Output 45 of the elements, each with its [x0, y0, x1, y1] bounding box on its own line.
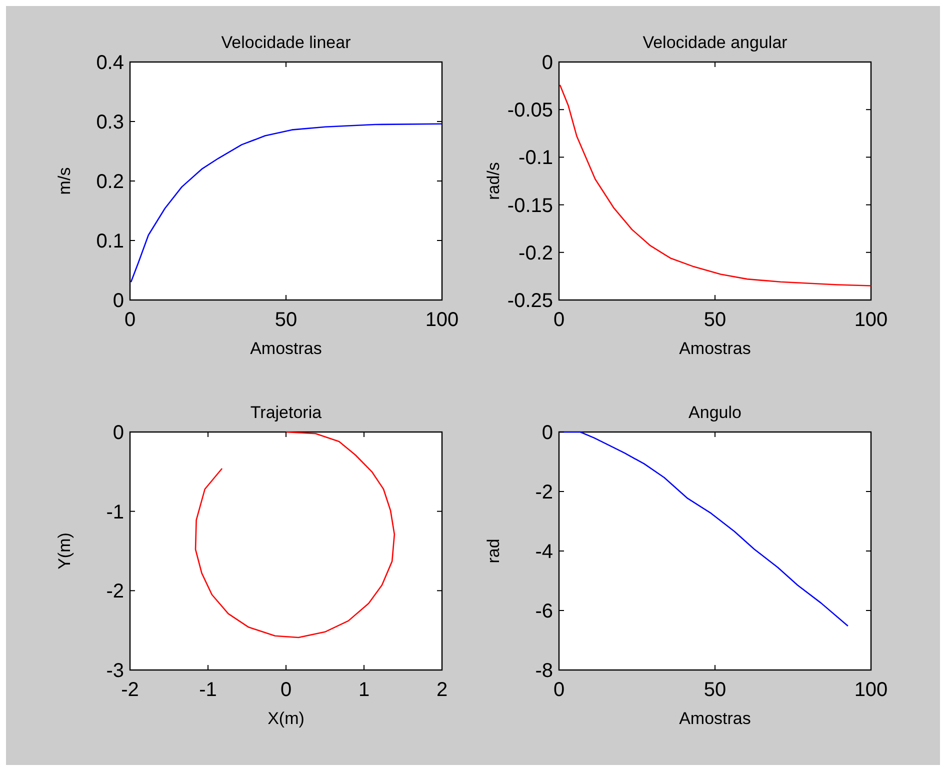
chart-title: Trajetoria	[250, 403, 322, 422]
x-tick-label: 2	[436, 679, 448, 701]
y-tick-label: -6	[535, 600, 553, 622]
x-tick-label: -1	[199, 679, 217, 701]
y-tick-label: -1	[106, 501, 124, 524]
line-series	[130, 123, 443, 283]
y-tick-label: 0.3	[96, 112, 124, 134]
y-tick-label: -0.2	[518, 242, 553, 264]
x-tick-label: 50	[704, 679, 726, 701]
x-axis-title: Amostras	[250, 339, 322, 358]
x-tick-label: 100	[854, 309, 888, 331]
y-tick-label: -8	[535, 660, 553, 682]
y-tick-label: 0	[542, 52, 553, 74]
y-tick-label: -2	[535, 482, 553, 504]
chart-title: Angulo	[688, 403, 742, 422]
x-axis-title: Amostras	[679, 339, 751, 358]
y-axis-title: rad	[484, 538, 503, 564]
y-axis-title: rad/s	[484, 162, 503, 200]
y-tick-label: -0.25	[507, 290, 553, 312]
chart-title: Velocidade linear	[221, 33, 352, 52]
y-tick-label: -0.05	[507, 100, 553, 122]
x-tick-label: 1	[358, 679, 370, 701]
y-tick-label: -2	[106, 580, 124, 603]
x-tick-label: 100	[425, 309, 459, 331]
y-tick-label: -0.1	[518, 147, 553, 170]
y-axis-title: Y(m)	[55, 532, 74, 570]
x-tick-label: 0	[280, 679, 292, 701]
x-tick-label: 100	[854, 679, 888, 701]
y-tick-label: 0	[112, 290, 124, 312]
x-tick-label: 50	[704, 309, 726, 331]
chart-title: Velocidade angular	[642, 33, 788, 52]
y-tick-label: -3	[106, 660, 124, 682]
x-axis-title: Amostras	[679, 709, 751, 728]
y-tick-label: 0	[112, 422, 124, 444]
line-series	[194, 431, 396, 638]
x-tick-label: 50	[274, 309, 298, 331]
y-axis-title: m/s	[55, 167, 74, 195]
line-series	[559, 84, 872, 286]
y-tick-label: -4	[535, 541, 553, 563]
y-tick-label: 0.4	[96, 52, 124, 74]
x-axis-title: X(m)	[268, 709, 304, 728]
y-tick-label: 0.1	[96, 230, 124, 252]
y-tick-label: 0	[542, 422, 553, 444]
y-tick-label: -0.15	[507, 194, 553, 217]
y-tick-label: 0.2	[96, 171, 124, 193]
